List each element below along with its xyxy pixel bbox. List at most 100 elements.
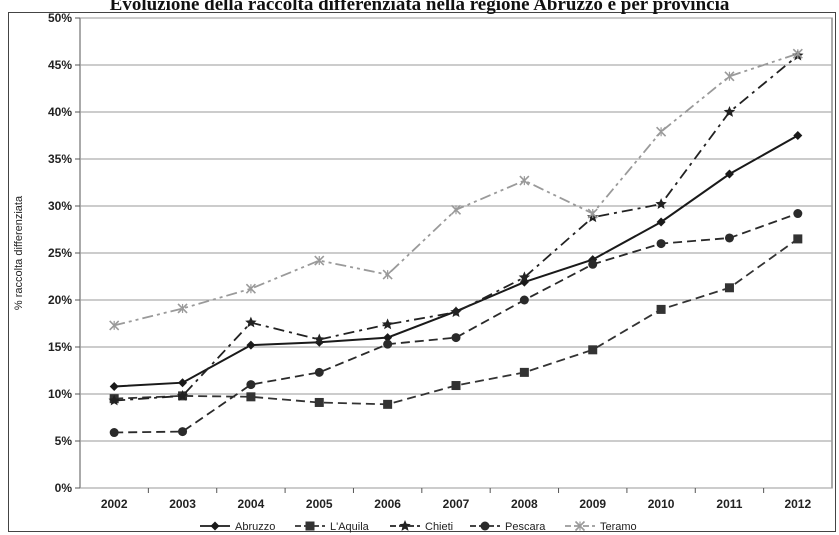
y-axis-label: % raccolta differenziata xyxy=(13,195,25,310)
data-point xyxy=(724,71,735,82)
data-point xyxy=(383,399,393,409)
x-tick-label: 2010 xyxy=(648,497,675,511)
data-point xyxy=(176,389,189,401)
legend-label: Pescara xyxy=(505,521,546,533)
data-point xyxy=(723,106,736,117)
data-point xyxy=(109,381,119,391)
legend-label: Abruzzo xyxy=(235,521,275,533)
series-chieti xyxy=(108,49,804,406)
data-point xyxy=(451,381,461,391)
legend-item: Pescara xyxy=(470,521,546,533)
legend-marker xyxy=(574,520,586,532)
data-point xyxy=(450,204,462,215)
data-point xyxy=(587,208,598,219)
data-point xyxy=(792,48,803,59)
legend-marker xyxy=(305,521,315,531)
series-line xyxy=(113,52,799,327)
data-point xyxy=(588,259,598,269)
x-tick-label: 2003 xyxy=(169,497,196,511)
data-point xyxy=(314,397,324,407)
y-tick-label: 15% xyxy=(48,340,72,354)
legend-marker xyxy=(399,520,411,531)
data-point xyxy=(246,340,256,350)
chart-title: Evoluzione della raccolta differenziata … xyxy=(109,0,730,15)
data-point xyxy=(724,233,734,243)
y-tick-label: 50% xyxy=(48,11,72,25)
y-tick-label: 0% xyxy=(55,481,73,495)
x-tick-label: 2005 xyxy=(306,497,333,511)
x-tick-label: 2009 xyxy=(579,497,606,511)
x-tick-label: 2004 xyxy=(238,497,265,511)
data-point xyxy=(108,394,120,406)
data-point xyxy=(656,126,667,137)
x-tick-label: 2002 xyxy=(101,497,128,511)
data-point xyxy=(178,427,188,437)
x-tick-label: 2008 xyxy=(511,497,538,511)
data-point xyxy=(655,198,667,209)
data-point xyxy=(246,392,256,402)
legend-item: Abruzzo xyxy=(200,521,275,533)
series-teramo xyxy=(109,48,803,331)
data-point xyxy=(381,318,394,330)
legend-marker xyxy=(210,521,220,531)
y-axis-ticks: 0% 5% 10% 15% 20% 25% 30% 35% 40% 45% 50% xyxy=(48,11,72,495)
data-point xyxy=(793,209,803,219)
data-point xyxy=(656,304,666,314)
data-point xyxy=(383,339,393,349)
y-tick-label: 45% xyxy=(48,58,72,72)
y-tick-label: 40% xyxy=(48,105,72,119)
legend-label: Teramo xyxy=(600,521,637,533)
data-point xyxy=(793,234,803,244)
x-tick-label: 2006 xyxy=(374,497,401,511)
series-line xyxy=(114,212,799,434)
data-point xyxy=(314,367,324,377)
legend: Abruzzo L'Aquila Chieti Pescara Teramo xyxy=(200,520,637,533)
data-point xyxy=(313,333,325,345)
gridlines xyxy=(75,17,833,493)
legend-item: L'Aquila xyxy=(295,521,370,533)
legend-label: L'Aquila xyxy=(330,521,370,533)
legend-item: Teramo xyxy=(565,520,637,533)
legend-marker xyxy=(480,521,490,531)
data-point xyxy=(109,428,119,438)
chart-frame xyxy=(8,12,836,532)
y-tick-label: 30% xyxy=(48,199,72,213)
series-line xyxy=(114,238,799,406)
x-tick-label: 2007 xyxy=(443,497,470,511)
y-tick-label: 5% xyxy=(55,434,73,448)
legend-label: Chieti xyxy=(425,521,453,533)
series-line xyxy=(114,54,799,402)
y-tick-label: 10% xyxy=(48,387,72,401)
data-point xyxy=(656,239,666,249)
data-point xyxy=(382,269,393,280)
series-laquila xyxy=(109,234,803,409)
data-point xyxy=(519,295,529,305)
data-point xyxy=(518,271,531,283)
data-point xyxy=(724,283,734,293)
data-point xyxy=(177,303,188,314)
series-line xyxy=(114,134,799,388)
data-point xyxy=(246,380,256,390)
y-tick-label: 25% xyxy=(48,246,72,260)
data-point xyxy=(519,175,530,186)
data-point xyxy=(724,169,734,179)
data-point xyxy=(383,333,393,343)
x-tick-label: 2012 xyxy=(784,497,811,511)
data-point xyxy=(450,306,462,318)
x-tick-label: 2011 xyxy=(716,497,742,511)
y-tick-label: 35% xyxy=(48,152,72,166)
series-lines xyxy=(108,48,804,438)
data-point xyxy=(451,333,461,343)
data-point xyxy=(245,283,256,294)
legend-item: Chieti xyxy=(390,520,453,533)
y-tick-label: 20% xyxy=(48,293,72,307)
series-pescara xyxy=(109,209,803,438)
data-point xyxy=(588,345,598,355)
data-point xyxy=(314,255,325,266)
data-point xyxy=(656,217,666,227)
data-point xyxy=(109,320,120,331)
data-point xyxy=(245,316,257,328)
data-point xyxy=(178,378,188,388)
